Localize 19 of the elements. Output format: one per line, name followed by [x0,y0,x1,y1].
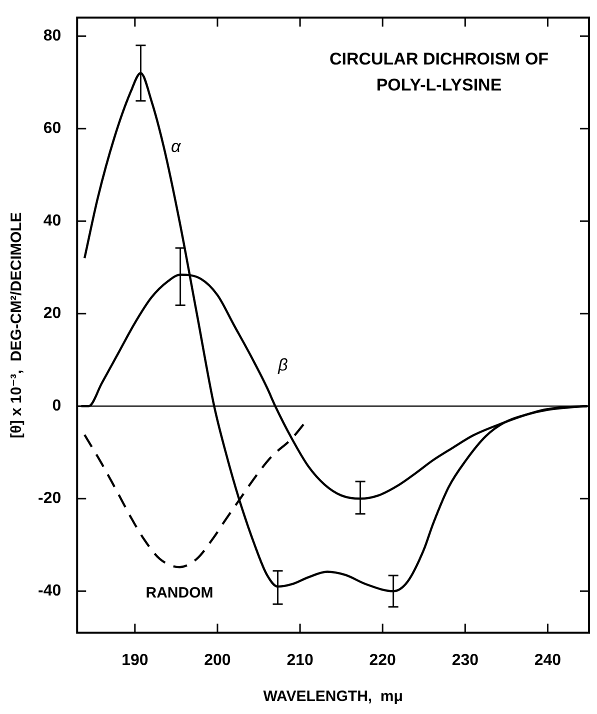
x-axis-title: WAVELENGTH, mμ [263,688,403,706]
series-label: RANDOM [146,584,214,602]
x-tick-label: 230 [452,652,479,669]
y-tick-label: -20 [38,490,62,508]
y-tick-label: 80 [43,28,62,45]
x-tick-label: 240 [534,652,562,669]
series-label: β [277,355,288,374]
y-tick-label: -40 [38,582,62,600]
y-axis-title: [θ] x 10⁻³, DEG-CM²/DECIMOLE [8,212,26,438]
x-tick-label: 220 [369,652,396,669]
y-tick-label: 60 [43,120,62,138]
y-tick-label: 20 [43,305,62,322]
text: CIRCULAR DICHROISM OF POLY-L-LYSINE [329,49,549,94]
x-tick-label: 190 [122,652,148,669]
x-tick-label: 210 [286,652,314,669]
x-tick-label: 200 [204,652,231,669]
y-tick-label: 0 [52,398,62,415]
y-tick-label: 40 [43,212,62,230]
series-label: α [170,136,182,156]
